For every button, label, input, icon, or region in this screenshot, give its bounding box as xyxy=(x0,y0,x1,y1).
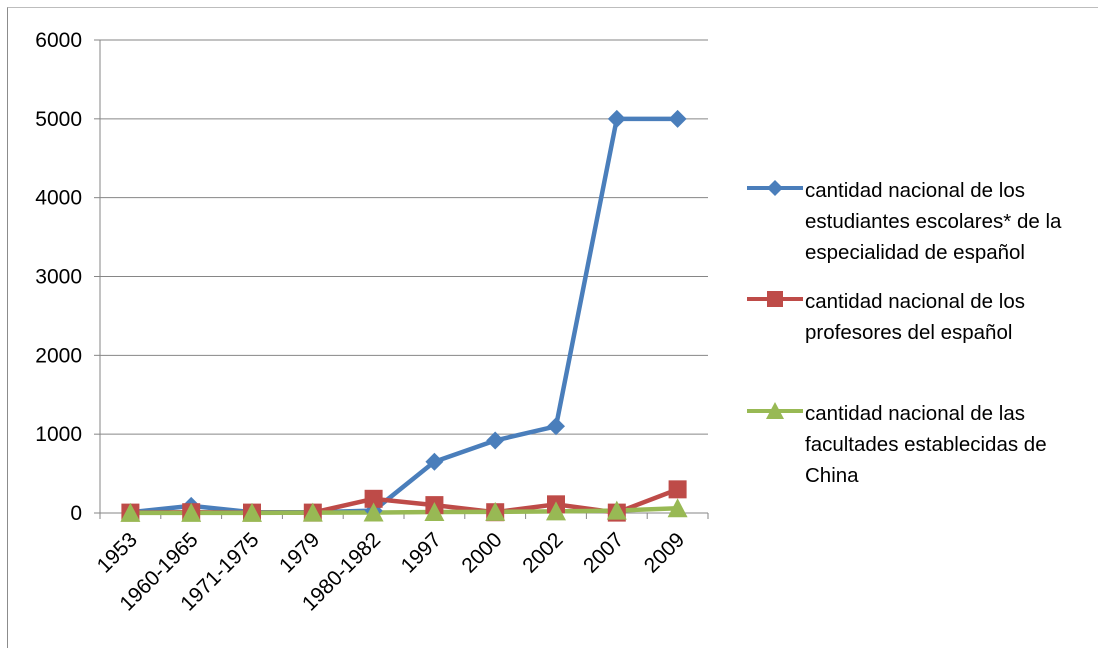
legend-label-faculties: cantidad nacional de las facultades esta… xyxy=(805,402,1047,487)
x-tick-label: 2007 xyxy=(579,528,628,577)
y-tick-label: 3000 xyxy=(35,266,82,289)
y-tick-label: 5000 xyxy=(35,108,82,131)
y-tick-label: 1000 xyxy=(35,423,82,446)
legend-label-students: cantidad nacional de los estudiantes esc… xyxy=(805,179,1062,264)
x-tick-label: 2002 xyxy=(518,528,567,577)
y-tick-label: 2000 xyxy=(35,344,82,367)
legend-label-teachers: cantidad nacional de los profesores del … xyxy=(805,290,1025,344)
x-tick-label: 2000 xyxy=(457,528,506,577)
data-point-diamond xyxy=(547,417,565,436)
data-point-triangle xyxy=(363,502,384,522)
data-point-triangle xyxy=(667,498,688,518)
data-point-triangle xyxy=(181,502,202,522)
data-point-diamond xyxy=(486,431,505,450)
data-point-triangle xyxy=(424,502,445,522)
data-point-triangle xyxy=(120,502,141,522)
legend-marker-square xyxy=(747,291,803,307)
data-point-triangle xyxy=(242,502,262,522)
x-tick-label: 1997 xyxy=(397,528,446,577)
data-point-square xyxy=(668,480,687,499)
data-point-triangle xyxy=(546,501,566,521)
data-point-diamond xyxy=(425,452,444,471)
series-line-1 xyxy=(130,116,678,515)
data-point-triangle xyxy=(606,500,627,520)
x-tick-label: 1979 xyxy=(275,528,324,577)
legend-marker-diamond xyxy=(747,180,803,196)
y-tick-label: 6000 xyxy=(35,29,82,52)
data-point-diamond xyxy=(668,109,687,128)
y-tick-label: 4000 xyxy=(35,187,82,210)
y-tick-label: 0 xyxy=(70,502,82,525)
data-point-triangle xyxy=(485,501,506,521)
x-tick-label: 1953 xyxy=(93,528,142,577)
data-point-square xyxy=(364,489,383,508)
data-point-diamond xyxy=(607,109,626,128)
legend-marker-triangle xyxy=(747,402,803,419)
data-point-triangle xyxy=(302,502,323,522)
series-line-3 xyxy=(130,506,678,516)
x-tick-label: 2009 xyxy=(640,528,689,577)
chart-frame xyxy=(7,7,1098,648)
